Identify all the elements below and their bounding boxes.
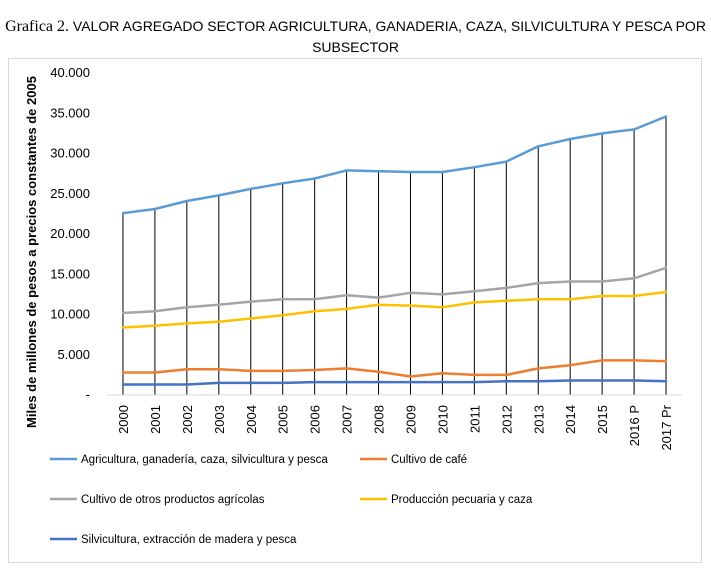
title-line1: VALOR AGREGADO SECTOR AGRICULTURA, GANAD…	[72, 18, 706, 34]
y-tick-label: 35.000	[50, 105, 90, 120]
x-tick-label: 2016 P	[627, 405, 642, 446]
y-tick-label: 20.000	[50, 226, 90, 241]
y-tick-label: 15.000	[50, 266, 90, 281]
series-line	[121, 266, 668, 315]
legend-label: Agricultura, ganadería, caza, silvicultu…	[81, 454, 328, 466]
x-tick-label: 2001	[148, 405, 163, 434]
x-tick-labels: 2000 2001 2002 2003 2004 2005 2006 2007 2008 2009…	[116, 404, 674, 450]
x-tick-label: 2013	[531, 405, 546, 434]
legend-label: Cultivo de otros productos agrícolas	[81, 494, 265, 506]
x-tick-label: 2004	[244, 405, 259, 434]
x-tick-label: 2011	[467, 405, 482, 433]
chart-area	[8, 58, 702, 563]
title-line2: SUBSECTOR	[312, 39, 399, 55]
x-tick-label: 2005	[276, 405, 291, 434]
y-tick-label: 40.000	[50, 65, 90, 80]
y-tick-label: 10.000	[50, 307, 90, 322]
y-tick-label: 5.000	[57, 347, 90, 362]
x-tick-label: 2014	[563, 405, 578, 434]
x-tick-label: 2000	[116, 405, 131, 434]
y-axis-label: Miles de millones de pesos a precios con…	[24, 76, 39, 428]
x-tick-label: 2010	[435, 405, 450, 434]
drop-lines	[122, 116, 667, 395]
x-tick-label: 2007	[340, 405, 355, 434]
series-line	[121, 379, 668, 386]
x-tick-label: 2003	[212, 405, 227, 434]
series-line	[121, 359, 668, 378]
y-tick-label: -	[86, 387, 90, 402]
series-lines	[121, 115, 668, 386]
y-tick-label: 25.000	[50, 186, 90, 201]
x-tick-label: 2008	[372, 405, 387, 434]
legend: Agricultura, ganadería, caza, silvicultu…	[50, 454, 533, 546]
x-tick-label: 2002	[180, 405, 195, 434]
series-line	[121, 115, 668, 215]
x-tick-label: 2006	[308, 405, 323, 434]
series-line	[121, 290, 668, 329]
x-tick-label: 2009	[403, 405, 418, 434]
y-tick-label: 30.000	[50, 146, 90, 161]
x-tick-label: 2012	[499, 405, 514, 434]
y-tick-labels: - 5.000 10.000 15.000 20.000 25.000 30.000 35.0…	[50, 65, 90, 402]
legend-label: Silvicultura, extracción de madera y pes…	[81, 534, 297, 546]
legend-label: Cultivo de café	[391, 454, 467, 466]
legend-label: Producción pecuaria y caza	[391, 494, 533, 506]
title-prefix: Grafica 2.	[5, 18, 70, 35]
x-tick-label: 2015	[595, 405, 610, 434]
chart-title: Grafica 2. VALOR AGREGADO SECTOR AGRICUL…	[0, 16, 711, 57]
x-tick-label: 2017 Pr	[659, 404, 674, 450]
